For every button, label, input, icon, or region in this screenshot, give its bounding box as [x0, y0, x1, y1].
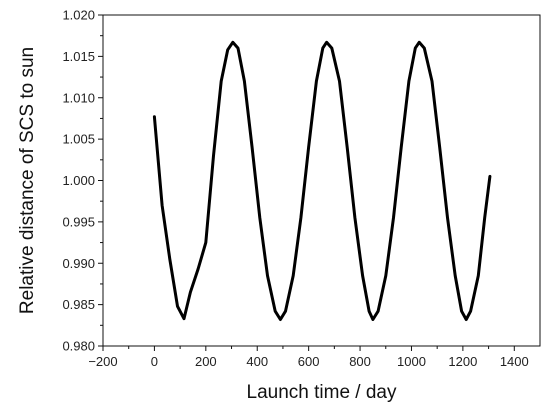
y-axis-title: Relative distance of SCS to sun	[17, 47, 38, 314]
series-layer	[152, 40, 492, 321]
y-tick-label: 1.005	[62, 132, 95, 147]
y-tick-label: 0.985	[62, 297, 95, 312]
x-tick-label: 1200	[448, 354, 477, 369]
x-tick-label: 200	[195, 354, 217, 369]
x-tick-label: 1400	[500, 354, 529, 369]
x-tick-label: −200	[88, 354, 117, 369]
y-tick-label: 1.015	[62, 49, 95, 64]
y-tick-label: 1.000	[62, 173, 95, 188]
y-tick-label: 1.020	[62, 8, 95, 23]
y-tick-label: 1.010	[62, 90, 95, 105]
y-tick-label: 0.980	[62, 339, 95, 354]
x-axis-ticks: −200 0 200 400 600 800 1000 1200 1400	[88, 346, 529, 369]
x-tick-label: 0	[151, 354, 158, 369]
x-axis-title: Launch time / day	[247, 382, 397, 403]
distance-series-line	[152, 40, 492, 321]
y-axis-ticks: 0.980 0.985 0.990 0.995 1.000 1.005 1.010 1.015…	[62, 8, 103, 354]
y-tick-label: 0.990	[62, 256, 95, 271]
x-tick-label: 400	[246, 354, 268, 369]
x-tick-label: 600	[298, 354, 320, 369]
x-tick-label: 800	[349, 354, 371, 369]
y-tick-label: 0.995	[62, 214, 95, 229]
x-tick-label: 1000	[397, 354, 426, 369]
